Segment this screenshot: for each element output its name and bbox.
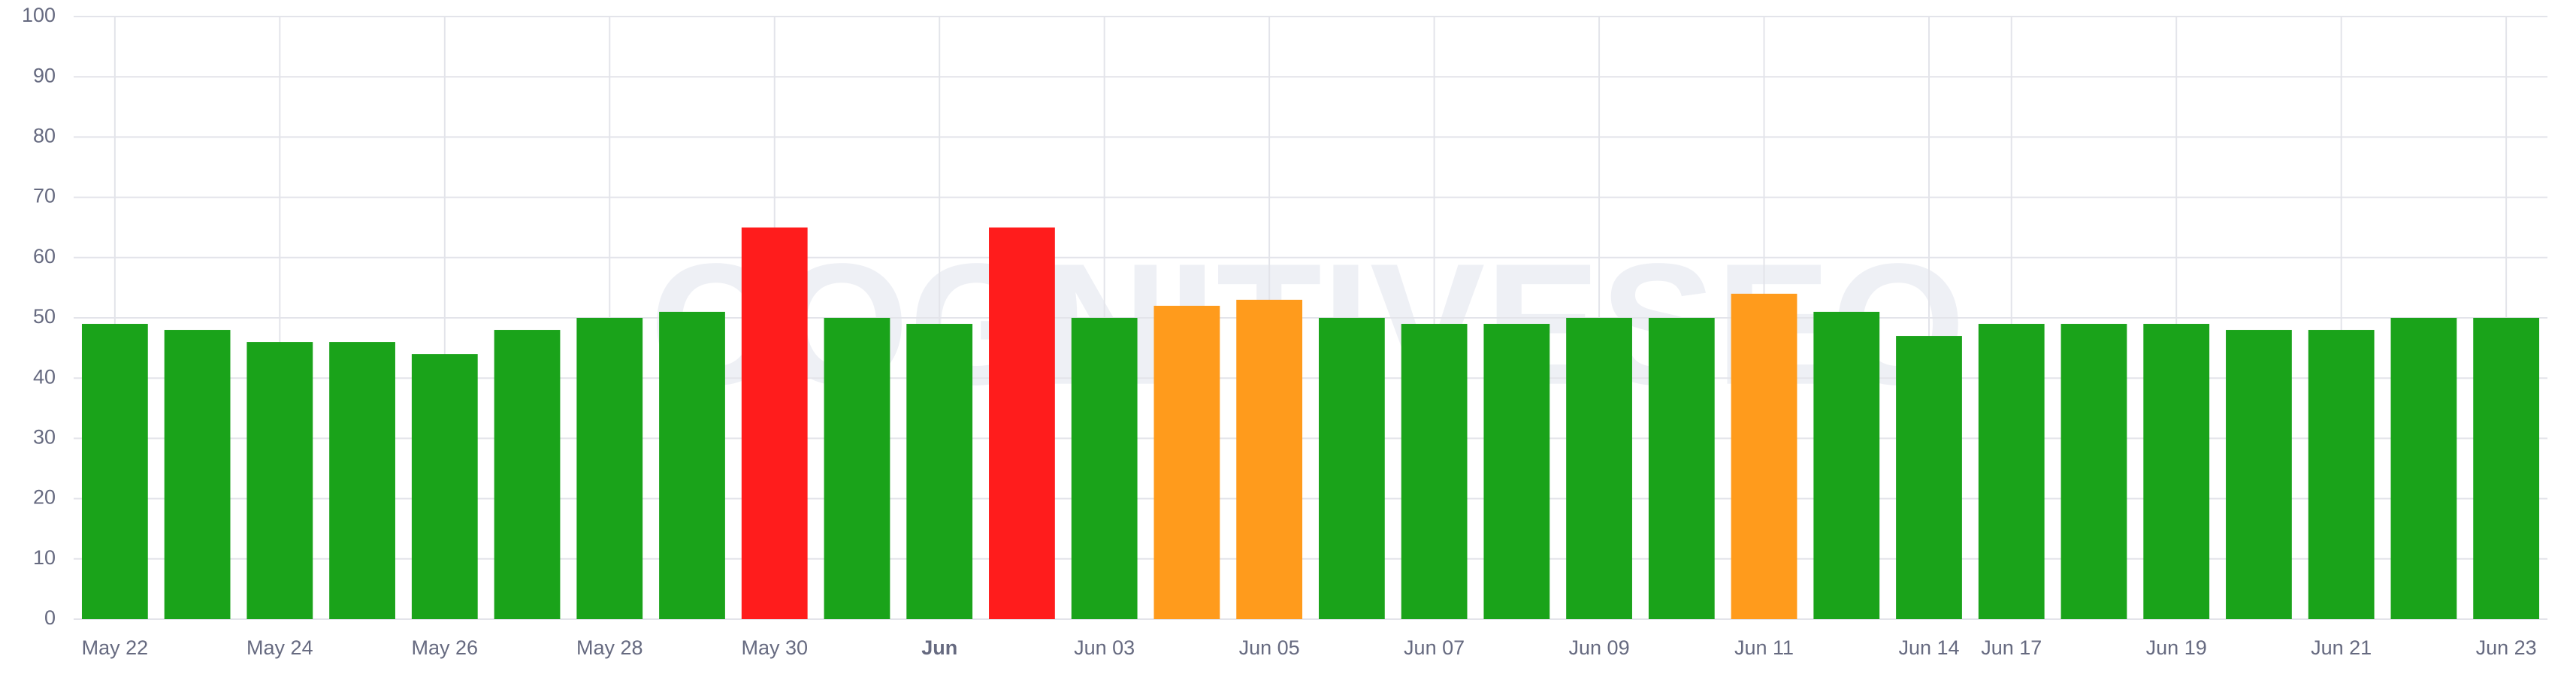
y-tick-label: 50	[33, 305, 56, 328]
y-tick-label: 10	[33, 546, 56, 569]
x-tick-label: May 24	[246, 636, 313, 659]
bar	[1318, 318, 1385, 619]
bar	[164, 330, 231, 619]
bar	[741, 227, 808, 619]
bar	[329, 342, 395, 619]
y-tick-label: 90	[33, 64, 56, 86]
bar	[1401, 324, 1468, 619]
x-tick-label: May 30	[741, 636, 808, 659]
x-tick-label: Jun 07	[1404, 636, 1465, 659]
bar	[2473, 318, 2540, 619]
bar	[1978, 324, 2045, 619]
bar	[411, 354, 478, 619]
bar	[2308, 330, 2375, 619]
bar	[906, 324, 973, 619]
y-tick-label: 40	[33, 365, 56, 388]
bar	[1731, 293, 1797, 619]
bar	[1071, 318, 1138, 619]
x-tick-label: Jun 23	[2476, 636, 2537, 659]
x-tick-label: Jun 14	[1898, 636, 1959, 659]
bar	[1813, 311, 1880, 619]
bar	[1566, 318, 1632, 619]
x-tick-label: May 22	[82, 636, 149, 659]
bar	[2390, 318, 2457, 619]
y-tick-label: 80	[33, 125, 56, 147]
y-tick-label: 70	[33, 185, 56, 207]
y-tick-label: 0	[44, 606, 56, 629]
bar	[576, 318, 643, 619]
bar	[494, 330, 561, 619]
x-tick-label: May 28	[576, 636, 643, 659]
x-tick-label: Jun 03	[1074, 636, 1135, 659]
bar	[1483, 324, 1550, 619]
bar	[2143, 324, 2210, 619]
x-tick-label: Jun 21	[2311, 636, 2372, 659]
bar	[1896, 336, 1962, 619]
bar	[1153, 305, 1220, 619]
bar	[659, 311, 725, 619]
bar	[824, 318, 890, 619]
bar	[81, 324, 148, 619]
bar	[989, 227, 1055, 619]
y-tick-label: 20	[33, 486, 56, 509]
y-tick-label: 60	[33, 245, 56, 267]
bar	[246, 342, 313, 619]
x-tick-label: Jun 17	[1981, 636, 2042, 659]
bar	[1648, 318, 1715, 619]
x-tick-label: Jun 19	[2146, 636, 2207, 659]
x-tick-label: May 26	[412, 636, 479, 659]
bar	[1236, 299, 1303, 619]
x-tick-label: Jun 05	[1239, 636, 1300, 659]
x-tick-label: Jun 09	[1569, 636, 1630, 659]
y-tick-label: 30	[33, 426, 56, 449]
x-tick-label: Jun 11	[1734, 636, 1794, 659]
y-tick-label: 100	[22, 4, 56, 26]
bar	[2060, 324, 2127, 619]
x-tick-label: Jun	[921, 636, 957, 659]
bar	[2226, 330, 2292, 619]
